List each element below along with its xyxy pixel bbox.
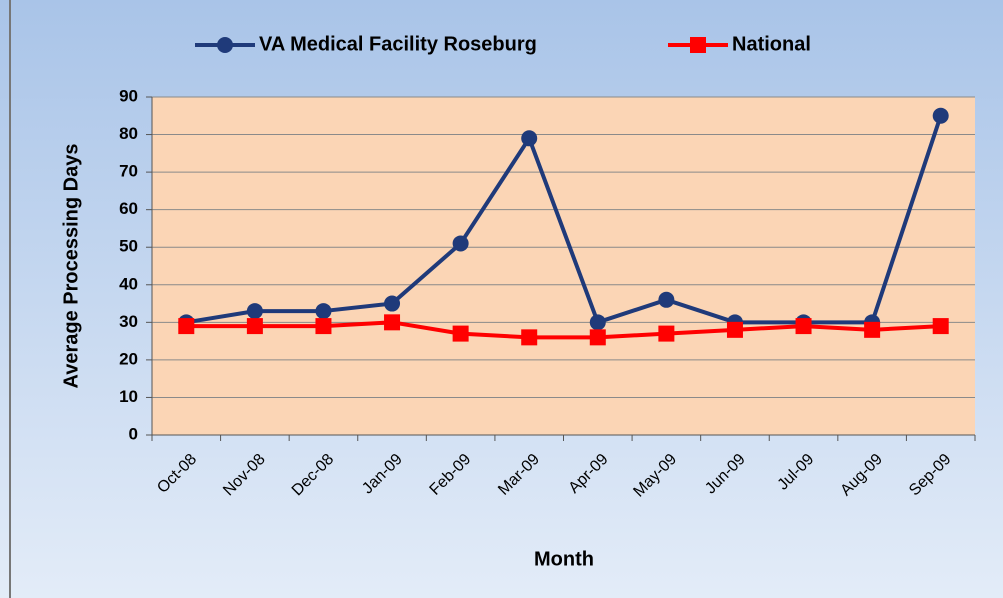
- y-tick-label: 80: [119, 124, 138, 143]
- y-tick-label: 20: [119, 349, 138, 368]
- y-tick-label: 50: [119, 237, 138, 256]
- data-point: [589, 314, 606, 331]
- data-point: [384, 314, 401, 331]
- data-point: [864, 321, 881, 338]
- y-axis-title: Average Processing Days: [60, 144, 82, 389]
- data-point: [246, 303, 263, 320]
- series-line: [185, 115, 943, 325]
- data-point: [452, 325, 469, 342]
- y-tick-label: 60: [119, 199, 138, 218]
- data-point: [178, 318, 195, 335]
- data-point: [932, 107, 949, 124]
- legend-label: VA Medical Facility Roseburg: [259, 33, 537, 55]
- data-point: [452, 235, 469, 252]
- data-point: [589, 329, 606, 346]
- legend-label: National: [732, 33, 811, 55]
- legend-marker: [690, 37, 706, 53]
- y-tick-label: 0: [129, 424, 138, 443]
- data-point: [315, 318, 332, 335]
- data-point: [726, 321, 743, 338]
- y-tick-label: 90: [119, 86, 138, 105]
- y-tick-label: 10: [119, 387, 138, 406]
- y-tick-label: 30: [119, 312, 138, 331]
- series-line: [186, 320, 941, 340]
- data-point: [658, 291, 675, 308]
- y-tick-label: 70: [119, 162, 138, 181]
- data-point: [246, 318, 263, 335]
- plot-area: [152, 97, 975, 435]
- data-point: [315, 303, 332, 320]
- legend-marker: [217, 37, 233, 53]
- y-tick-label: 40: [119, 274, 138, 293]
- data-point: [521, 130, 538, 147]
- data-point: [658, 325, 675, 342]
- data-point: [521, 329, 538, 346]
- data-point: [384, 295, 401, 312]
- x-axis-title: Month: [534, 548, 594, 570]
- data-point: [795, 318, 812, 335]
- data-point: [932, 318, 949, 335]
